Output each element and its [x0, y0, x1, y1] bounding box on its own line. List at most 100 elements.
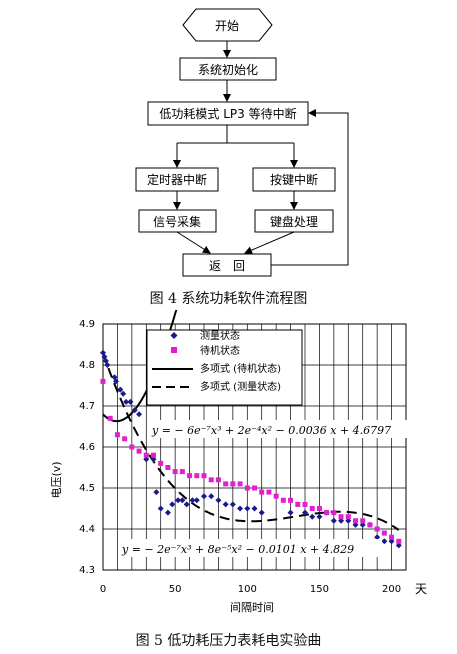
start-label: 开始 — [215, 19, 239, 33]
data-point-standby — [266, 489, 272, 495]
x-axis-label: 间隔时间 — [230, 601, 274, 614]
data-point-measure — [193, 497, 200, 504]
data-point-standby — [309, 506, 315, 511]
data-point-standby — [194, 473, 200, 479]
y-tick-label: 4.8 — [79, 360, 95, 371]
data-point-standby — [396, 538, 402, 544]
data-point-measure — [117, 386, 124, 393]
data-point-measure — [302, 509, 308, 516]
data-point-standby — [302, 501, 308, 507]
data-point-measure — [388, 538, 395, 545]
data-point-measure — [179, 497, 186, 504]
flowchart: 开始 系统初始化 低功耗模式 LP3 等待中断 定时器中断 按键中断 信号采集 … — [135, 8, 349, 277]
data-point-standby — [187, 473, 193, 479]
legend: 测量状态 待机状态 多项式 (待机状态) 多项式 (测量状态) — [146, 329, 303, 406]
x-tick-label: 150 — [310, 584, 329, 595]
equation-standby: y = − 6e⁻⁷x³ + 2e⁻⁴x² − 0.0036 x + 4.679… — [151, 424, 391, 437]
legend-marker-measure — [170, 332, 178, 339]
data-point-standby — [345, 514, 351, 520]
data-point-standby — [215, 477, 221, 483]
plot-frame — [102, 323, 407, 571]
data-point-measure — [244, 505, 251, 512]
x-tick-label: 100 — [238, 584, 257, 595]
data-point-standby — [179, 469, 185, 475]
data-point-measure — [169, 501, 176, 508]
data-point-standby — [280, 497, 286, 503]
data-point-measure — [287, 509, 294, 516]
data-point-measure — [175, 497, 182, 504]
data-point-standby — [143, 452, 149, 458]
y-tick-label: 4.6 — [79, 442, 95, 453]
lowpower-label: 低功耗模式 LP3 等待中断 — [159, 106, 296, 121]
data-point-measure — [359, 521, 366, 528]
data-point-measure — [112, 378, 119, 385]
init-box — [179, 57, 277, 81]
data-point-standby — [316, 506, 322, 511]
legend-marker-standby — [171, 347, 177, 353]
data-point-standby — [331, 510, 337, 516]
init-label: 系统初始化 — [198, 63, 258, 77]
data-point-measure — [123, 398, 130, 405]
data-point-standby — [230, 481, 236, 487]
data-point-standby — [244, 485, 250, 491]
data-point-measure — [338, 517, 345, 524]
data-point-standby — [136, 448, 142, 454]
y-tick-label: 4.5 — [79, 483, 95, 494]
voltage-chart: 4.3 4.4 4.5 4.6 4.7 4.8 4.9 0 50 100 150 200 电压(v)… — [50, 310, 427, 614]
data-point-measure — [153, 489, 160, 496]
figure5-caption: 图 5 低功耗压力表耗电实验曲 — [135, 633, 322, 649]
x-tick-label: 0 — [100, 584, 106, 595]
x-unit-label: 天 — [415, 582, 427, 596]
data-point-standby — [114, 432, 120, 438]
x-tick-labels: 0 50 100 150 200 — [100, 584, 401, 595]
data-point-measure — [100, 349, 106, 356]
data-point-measure — [215, 497, 222, 504]
data-point-measure — [237, 505, 244, 512]
timer-label: 定时器中断 — [147, 172, 207, 187]
data-point-measure — [330, 517, 337, 524]
start-node — [182, 8, 273, 42]
y-tick-label: 4.9 — [79, 319, 95, 330]
y-axis-label: 电压(v) — [50, 461, 63, 498]
key-label: 按键中断 — [270, 172, 318, 187]
data-point-measure — [127, 398, 134, 405]
data-point-standby — [273, 493, 279, 499]
data-point-standby — [172, 469, 178, 475]
legend-label-measure: 测量状态 — [200, 329, 240, 342]
data-point-measure — [189, 497, 196, 504]
data-point-standby — [237, 481, 243, 487]
data-point-measure — [143, 456, 150, 463]
data-point-measure — [136, 411, 143, 418]
figure4-caption: 图 4 系统功耗软件流程图 — [149, 291, 308, 307]
data-point-measure — [395, 542, 402, 549]
data-point-measure — [222, 501, 229, 508]
data-point-standby — [259, 489, 265, 495]
data-point-measure — [316, 513, 323, 520]
data-point-standby — [107, 415, 113, 421]
data-point-standby — [353, 518, 358, 524]
return-label: 返 回 — [209, 259, 245, 273]
legend-label-standby: 待机状态 — [200, 344, 240, 357]
x-tick-label: 200 — [382, 584, 401, 595]
data-point-standby — [360, 518, 366, 524]
data-point-measure — [104, 362, 111, 368]
data-point-measure — [229, 501, 236, 508]
data-point-measure — [381, 538, 388, 545]
data-point-standby — [151, 452, 156, 458]
data-point-standby — [374, 526, 380, 532]
data-point-standby — [367, 522, 373, 528]
sampling-label: 信号采集 — [153, 214, 201, 229]
y-tick-labels: 4.3 4.4 4.5 4.6 4.7 4.8 4.9 — [79, 319, 95, 576]
data-point-measure — [309, 513, 316, 520]
data-point-standby — [223, 481, 229, 487]
data-point-measure — [201, 493, 207, 500]
data-point-measure — [164, 509, 171, 516]
data-point-standby — [129, 444, 135, 450]
keyboard-label: 键盘处理 — [270, 214, 318, 229]
legend-label-measure-fit: 多项式 (测量状态) — [200, 380, 281, 393]
data-point-standby — [252, 485, 257, 491]
data-point-standby — [389, 534, 395, 540]
y-tick-label: 4.3 — [79, 565, 95, 576]
data-point-measure — [120, 390, 127, 397]
data-point-standby — [324, 510, 330, 516]
